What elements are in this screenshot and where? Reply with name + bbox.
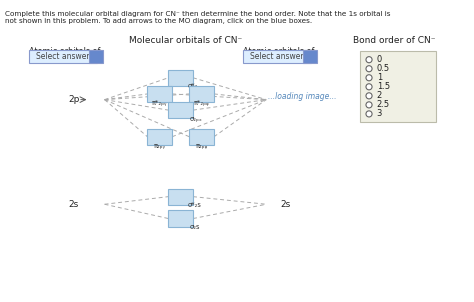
Text: 2p: 2p	[68, 95, 80, 104]
Bar	[359, 51, 436, 121]
Circle shape	[366, 66, 372, 72]
Text: 2s: 2s	[68, 200, 79, 209]
Text: 2.5: 2.5	[377, 100, 390, 109]
Text: Complete this molecular orbital diagram for CN⁻ then determine the bond order. N: Complete this molecular orbital diagram …	[5, 11, 390, 24]
Text: σ*₂s: σ*₂s	[188, 202, 202, 208]
Text: ▼: ▼	[94, 54, 99, 59]
Text: π*₂ₚᵧ: π*₂ₚᵧ	[152, 101, 167, 106]
Text: π*₂ₚᵩ: π*₂ₚᵩ	[194, 101, 210, 106]
Bar	[189, 129, 214, 145]
Bar	[243, 50, 311, 63]
Text: 0.5: 0.5	[377, 64, 390, 73]
Text: σ₂ₚₓ: σ₂ₚₓ	[190, 116, 202, 122]
Bar	[90, 50, 103, 63]
Circle shape	[366, 84, 372, 90]
Circle shape	[366, 57, 372, 63]
Text: 2s: 2s	[281, 200, 291, 209]
Text: 0: 0	[377, 55, 382, 64]
Bar	[147, 129, 172, 145]
Text: 1.5: 1.5	[377, 82, 390, 91]
Bar	[168, 210, 193, 226]
Text: Atomic orbitals of: Atomic orbitals of	[243, 47, 314, 56]
Circle shape	[366, 75, 372, 81]
Text: 3: 3	[377, 109, 382, 118]
Text: Molecular orbitals of CN⁻: Molecular orbitals of CN⁻	[129, 36, 242, 45]
Circle shape	[366, 111, 372, 117]
Bar	[147, 86, 172, 102]
Bar	[168, 70, 193, 86]
Text: Atomic orbitals of: Atomic orbitals of	[28, 47, 100, 56]
Bar	[168, 188, 193, 205]
Text: Select answer: Select answer	[250, 52, 303, 61]
Text: σ*₂ₚₓ: σ*₂ₚₓ	[188, 83, 204, 89]
Bar	[303, 50, 317, 63]
Circle shape	[366, 102, 372, 108]
Text: σ₂s: σ₂s	[190, 224, 200, 230]
Bar	[168, 102, 193, 118]
Text: Bond order of CN⁻: Bond order of CN⁻	[354, 36, 436, 45]
Text: ...loading image...: ...loading image...	[268, 92, 337, 101]
Text: π₂ₚᵧ: π₂ₚᵧ	[154, 143, 166, 149]
Text: ▼: ▼	[308, 54, 312, 59]
Text: 1: 1	[377, 73, 382, 82]
Text: π₂ₚᵩ: π₂ₚᵩ	[195, 143, 208, 149]
Text: 2: 2	[377, 91, 382, 100]
Bar	[189, 86, 214, 102]
Circle shape	[366, 93, 372, 99]
Text: Select answer: Select answer	[36, 52, 90, 61]
Bar	[28, 50, 97, 63]
